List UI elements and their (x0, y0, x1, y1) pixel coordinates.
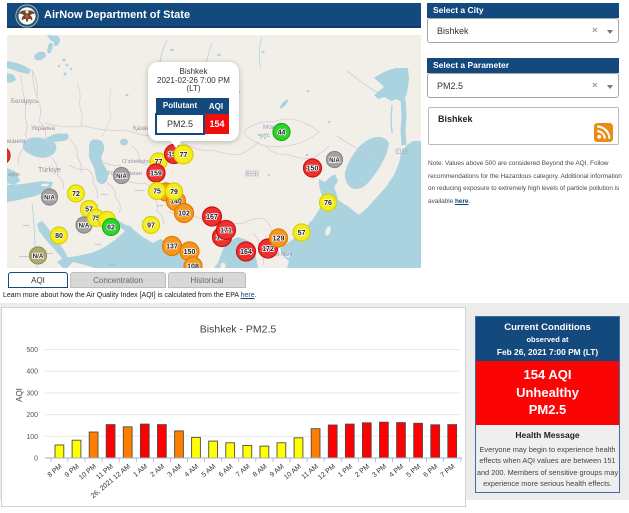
svg-text:76: 76 (324, 200, 332, 207)
svg-text:5 AM: 5 AM (201, 463, 218, 479)
svg-text:80: 80 (55, 233, 63, 240)
svg-text:150: 150 (307, 165, 319, 172)
svg-text:Türkiye: Türkiye (38, 167, 61, 174)
svg-text:77: 77 (180, 152, 188, 159)
svg-text:8 PM: 8 PM (47, 463, 64, 479)
svg-text:7 PM: 7 PM (439, 463, 456, 479)
svg-text:137: 137 (166, 243, 178, 250)
svg-text:офія: офія (8, 172, 20, 178)
svg-text:Bishkek - PM2.5: Bishkek - PM2.5 (200, 324, 277, 336)
svg-text:O'zbekiston: O'zbekiston (122, 159, 152, 165)
svg-text:79: 79 (170, 189, 178, 196)
svg-text:100: 100 (26, 434, 38, 441)
svg-text:0: 0 (34, 456, 38, 463)
svg-text:300: 300 (26, 390, 38, 397)
svg-text:улс: улс (260, 132, 270, 139)
svg-text:мания: мания (7, 138, 25, 145)
svg-text:140: 140 (170, 198, 182, 205)
svg-text:10 AM: 10 AM (283, 463, 303, 481)
svg-text:N/A: N/A (116, 173, 127, 180)
svg-text:5 PM: 5 PM (405, 463, 422, 479)
svg-text:97: 97 (147, 222, 155, 229)
svg-text:6 PM: 6 PM (422, 463, 439, 479)
svg-text:11 AM: 11 AM (301, 463, 320, 481)
svg-text:Việt Nam: Việt Nam (270, 252, 293, 258)
svg-text:500: 500 (26, 347, 38, 354)
svg-text:N/A: N/A (329, 157, 340, 164)
svg-text:2 PM: 2 PM (354, 463, 371, 479)
svg-text:1 AM: 1 AM (132, 463, 149, 479)
svg-text:10 PM: 10 PM (78, 463, 98, 481)
svg-text:4 AM: 4 AM (184, 463, 201, 479)
svg-text:6 AM: 6 AM (218, 463, 235, 479)
svg-text:3 AM: 3 AM (167, 463, 184, 479)
svg-text:164: 164 (240, 249, 252, 256)
svg-text:3 PM: 3 PM (371, 463, 388, 479)
svg-text:57: 57 (298, 230, 306, 237)
svg-text:75: 75 (92, 215, 100, 222)
svg-text:Қазақстан: Қазақстан (133, 125, 163, 132)
svg-text:N/A: N/A (33, 253, 44, 260)
svg-text:150: 150 (184, 249, 196, 256)
svg-text:200: 200 (26, 412, 38, 419)
svg-text:4 PM: 4 PM (388, 463, 405, 479)
svg-text:62: 62 (107, 224, 115, 231)
svg-text:N/A: N/A (79, 222, 90, 229)
svg-text:75: 75 (153, 188, 161, 195)
svg-text:N/A: N/A (44, 194, 55, 201)
svg-text:167: 167 (206, 214, 218, 221)
svg-text:171: 171 (220, 227, 232, 234)
svg-text:172: 172 (262, 246, 274, 253)
svg-text:8 AM: 8 AM (252, 463, 269, 479)
svg-text:AQI: AQI (15, 388, 24, 402)
svg-text:2 AM: 2 AM (149, 463, 166, 479)
svg-text:102: 102 (178, 210, 190, 217)
svg-text:1 PM: 1 PM (337, 463, 354, 479)
svg-text:108: 108 (187, 263, 199, 268)
svg-text:12 PM: 12 PM (317, 463, 337, 481)
svg-text:129: 129 (273, 235, 285, 242)
svg-text:57: 57 (85, 206, 93, 213)
svg-text:Беларусь: Беларусь (11, 98, 39, 105)
svg-text:400: 400 (26, 369, 38, 376)
svg-text:7 AM: 7 AM (235, 463, 252, 479)
svg-text:77: 77 (155, 159, 163, 166)
svg-text:44: 44 (278, 129, 286, 136)
svg-text:Украина: Украина (31, 125, 55, 132)
svg-text:159: 159 (150, 170, 162, 177)
svg-text:72: 72 (72, 191, 80, 198)
